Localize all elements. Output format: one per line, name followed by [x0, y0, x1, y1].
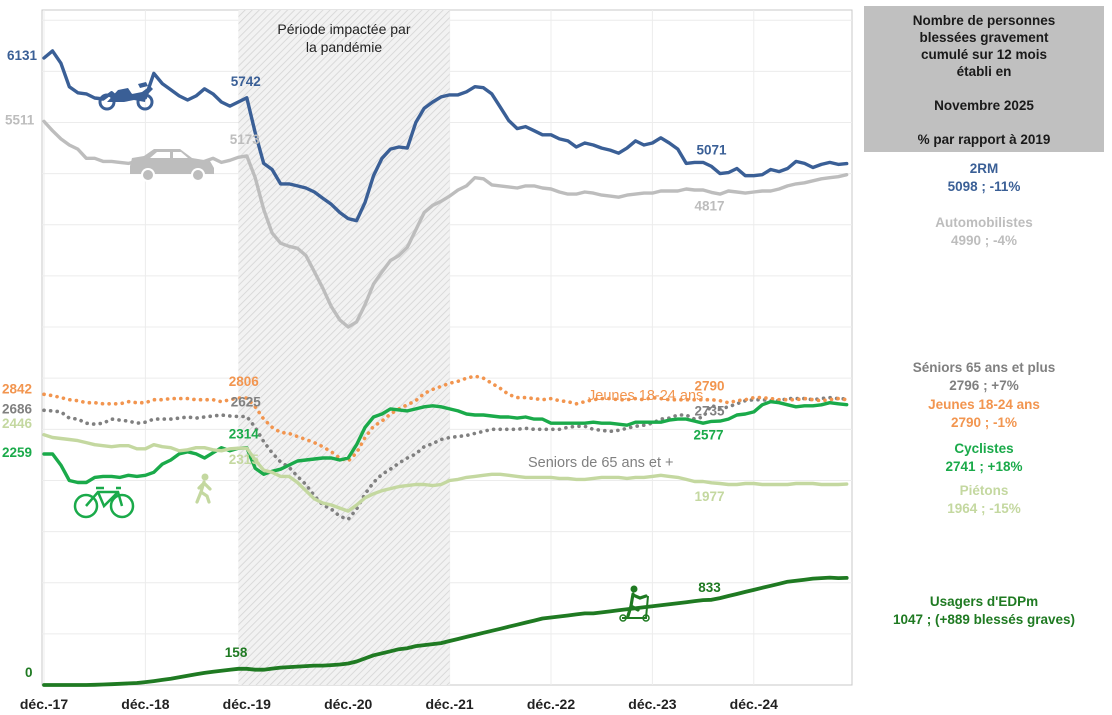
data-label: 1977 [695, 489, 725, 504]
x-axis: déc.-17 déc.-18 déc.-19 déc.-20 déc.-21 déc.-… [20, 696, 778, 712]
data-label: 2315 [229, 452, 260, 467]
x-tick-label: déc.-23 [628, 696, 676, 712]
series-annotation: Jeunes 18-24 ans [588, 388, 703, 404]
data-label: 2842 [2, 381, 32, 396]
shaded-region-label: Période impactée par [277, 21, 410, 37]
bicycle-icon [73, 486, 135, 519]
legend-entry-cyclistes: Cyclistes 2741 ; +18% [864, 440, 1104, 475]
pictograms [73, 82, 650, 622]
data-label: 2446 [2, 416, 33, 431]
legend-entry-automobilistes: Automobilistes 4990 ; -4% [864, 214, 1104, 249]
x-tick-label: déc.-20 [324, 696, 372, 712]
data-label: 158 [225, 645, 248, 660]
legend-entry-pietons: Piétons 1964 ; -15% [864, 482, 1104, 517]
legend-period: Novembre 2025 [934, 98, 1034, 113]
series-line-usagers-d-edpm [42, 575, 849, 687]
data-label: 2735 [695, 403, 726, 418]
data-label: 5173 [230, 132, 261, 147]
x-tick-label: déc.-18 [121, 696, 169, 712]
legend-entry-seniors: Séniors 65 ans et plus 2796 ; +7% [864, 359, 1104, 394]
shaded-area [238, 10, 450, 685]
x-tick-label: déc.-22 [527, 696, 575, 712]
data-label: 6131 [7, 48, 38, 63]
legend-panel: Nombre de personnes blessées gravement c… [864, 6, 1104, 627]
x-tick-label: déc.-21 [425, 696, 473, 712]
legend-comparison: % par rapport à 2019 [917, 132, 1051, 147]
legend-value: 1964 ; -15% [947, 500, 1021, 516]
series-annotation: Seniors de 65 ans et + [528, 455, 674, 471]
pandemic-shaded-region: Période impactée par la pandémie [238, 10, 450, 685]
motorcycle-icon [98, 82, 154, 111]
escooter-icon [619, 585, 650, 622]
legend-value: 5098 ; -11% [947, 178, 1021, 194]
data-label: 2790 [695, 379, 725, 394]
data-label: 2625 [231, 395, 262, 410]
data-label: 0 [25, 665, 33, 680]
legend-title-line: blessées gravement [919, 30, 1049, 45]
x-tick-label: déc.-19 [223, 696, 271, 712]
car-icon [130, 149, 214, 182]
data-label: 2577 [694, 427, 724, 442]
legend-entry-2rm: 2RM 5098 ; -11% [864, 160, 1104, 195]
data-label: 2686 [2, 401, 33, 416]
legend-title-line: cumulé sur 12 mois [920, 47, 1048, 62]
data-label: 2259 [2, 445, 32, 460]
legend-value: 1047 ; (+889 blessés graves) [893, 611, 1075, 627]
legend-title-box: Nombre de personnes blessées gravement c… [864, 6, 1104, 152]
legend-name: Piétons [959, 483, 1009, 498]
legend-name: Jeunes 18-24 ans [928, 397, 1040, 412]
legend-name: 2RM [969, 161, 999, 176]
data-label: 2806 [229, 374, 260, 389]
series-line-seniors-65-ans-et-plus [42, 395, 849, 522]
data-label: 5742 [231, 74, 261, 89]
data-label: 5071 [697, 142, 728, 157]
series-line-pietons [42, 433, 849, 513]
legend-title-line: établi en [956, 64, 1012, 79]
data-label: 2314 [229, 427, 260, 442]
legend-value: 2796 ; +7% [949, 377, 1019, 393]
shaded-region-label: la pandémie [306, 39, 382, 55]
x-tick-label: déc.-17 [20, 696, 68, 712]
series-line-jeunes-18-24-ans [42, 374, 849, 463]
legend-name: Usagers d'EDPm [929, 594, 1039, 609]
data-labels: 6131 5742 5071 5511 5173 4817 2686 2625 2735 2842… [2, 48, 727, 680]
legend-value: 2741 ; +18% [945, 458, 1023, 474]
line-chart: Période impactée par la pandémie [2, 9, 853, 712]
legend-entry-jeunes: Jeunes 18-24 ans 2790 ; -1% [864, 396, 1104, 431]
x-tick-label: déc.-24 [730, 696, 778, 712]
data-label: 833 [698, 580, 721, 595]
data-label: 5511 [5, 112, 35, 127]
legend-title-line: Nombre de personnes [912, 13, 1056, 28]
pedestrian-icon [195, 473, 212, 504]
legend-entry-edpm: Usagers d'EDPm 1047 ; (+889 blessés grav… [864, 593, 1104, 628]
legend-value: 2790 ; -1% [950, 414, 1018, 430]
legend-value: 4990 ; -4% [950, 232, 1018, 248]
series-line-2rm [42, 49, 849, 223]
series-line-cyclistes [42, 400, 849, 485]
data-label: 4817 [695, 198, 725, 213]
legend-name: Automobilistes [935, 215, 1033, 230]
legend-name: Cyclistes [954, 441, 1014, 456]
legend-name: Séniors 65 ans et plus [912, 360, 1056, 375]
